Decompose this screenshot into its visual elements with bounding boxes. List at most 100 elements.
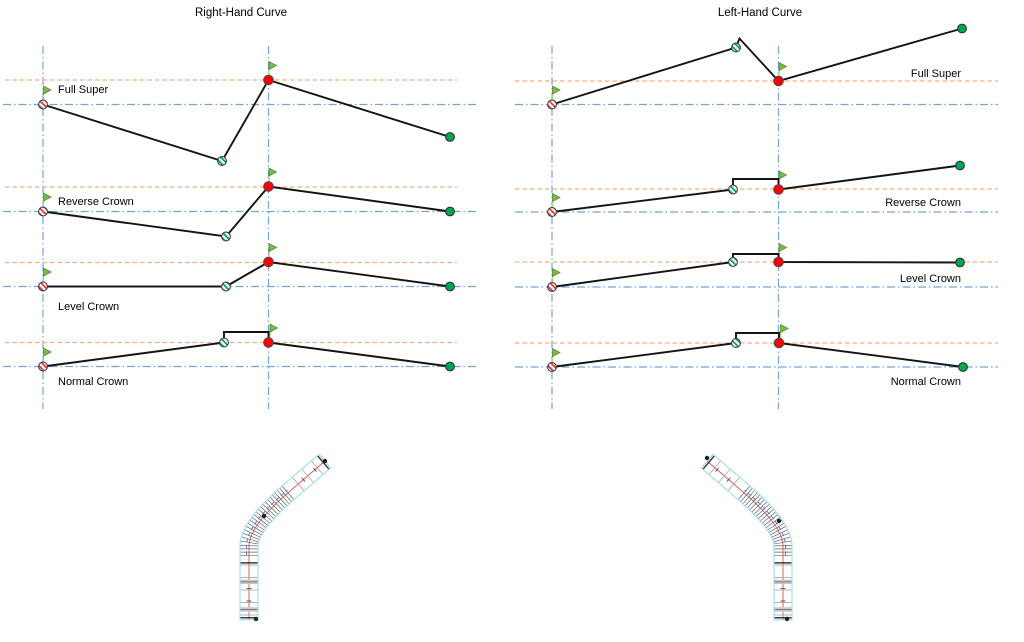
flag-pennant bbox=[552, 85, 561, 95]
full-super-point-red bbox=[263, 337, 274, 348]
plan-transition-tick bbox=[740, 487, 753, 502]
plan-station-dot bbox=[784, 616, 790, 622]
row-full-super bbox=[3, 60, 478, 166]
edge-profile-polyline bbox=[42, 331, 451, 368]
end-point-green bbox=[957, 23, 967, 34]
start-marker-red-hatch bbox=[547, 362, 557, 372]
plan-key-station-tick bbox=[316, 455, 330, 470]
plan-centerline bbox=[706, 460, 784, 620]
plan-transition-tick bbox=[763, 514, 779, 526]
plan-station-tick bbox=[718, 468, 731, 483]
row-label-normal-crown-right: Normal Crown bbox=[890, 376, 961, 388]
plan-edge-line bbox=[257, 467, 331, 620]
plan-station-dot bbox=[322, 458, 328, 464]
flag-pennant bbox=[43, 267, 52, 277]
full-super-point-red bbox=[263, 256, 274, 268]
row-full-super bbox=[515, 23, 998, 110]
transition-marker-green-hatch bbox=[219, 337, 229, 348]
row-label-full-super-right: Full Super bbox=[910, 68, 961, 80]
flag-pennant bbox=[43, 192, 52, 202]
plan-transition-tick bbox=[771, 529, 788, 538]
flag-pennant bbox=[552, 347, 561, 358]
plan-minor-center-tick bbox=[726, 477, 731, 482]
left-hand-curve-plan bbox=[700, 453, 793, 622]
flag-pennant bbox=[43, 347, 52, 357]
flag-pennant bbox=[780, 323, 789, 334]
plan-transition-tick bbox=[751, 499, 765, 513]
flag-pennant bbox=[268, 60, 278, 71]
transition-marker-green-hatch bbox=[221, 281, 231, 292]
plan-transition-tick bbox=[757, 506, 772, 520]
end-point-green bbox=[445, 281, 455, 292]
row-level-crown bbox=[3, 242, 478, 292]
flag-pennant bbox=[268, 167, 278, 177]
plan-transition-tick bbox=[773, 536, 791, 543]
plan-transition-tick bbox=[281, 485, 295, 500]
plan-centerline bbox=[248, 460, 326, 620]
full-super-point-red bbox=[773, 337, 785, 349]
plan-station-dot bbox=[261, 513, 267, 519]
flag-pennant bbox=[778, 242, 788, 253]
full-super-point-red bbox=[773, 75, 784, 87]
flag-pennant bbox=[778, 61, 788, 72]
plan-transition-tick bbox=[744, 492, 758, 506]
plan-minor-center-tick bbox=[312, 467, 317, 472]
start-marker-red-hatch bbox=[38, 99, 48, 110]
start-marker-red-hatch bbox=[38, 206, 48, 217]
row-label-normal-crown-left: Normal Crown bbox=[58, 376, 129, 388]
row-label-level-crown-left: Level Crown bbox=[58, 301, 120, 313]
transition-marker-green-hatch bbox=[731, 338, 741, 348]
plan-edge-line bbox=[239, 453, 320, 620]
transition-marker-green-hatch bbox=[728, 184, 738, 195]
edge-profile-polyline bbox=[551, 253, 961, 288]
plan-transition-tick bbox=[262, 503, 277, 517]
edge-profile-polyline bbox=[551, 27, 963, 106]
end-point-green bbox=[955, 160, 965, 171]
row-label-full-super-left: Full Super bbox=[58, 84, 109, 96]
row-reverse-crown bbox=[3, 167, 478, 242]
row-label-level-crown-right: Level Crown bbox=[899, 273, 961, 285]
plan-transition-tick bbox=[251, 516, 267, 529]
plan-transition-tick bbox=[755, 503, 770, 517]
plan-station-tick bbox=[311, 460, 324, 475]
panel-right-hand bbox=[3, 46, 478, 409]
plan-transition-tick bbox=[768, 522, 785, 533]
row-normal-crown bbox=[3, 323, 478, 372]
edge-profile-polyline bbox=[42, 261, 451, 288]
plan-end-cap bbox=[700, 453, 714, 469]
flag-pennant bbox=[269, 323, 279, 333]
plan-transition-tick bbox=[765, 516, 781, 529]
plan-transition-tick bbox=[260, 506, 275, 520]
row-label-reverse-crown-left: Reverse Crown bbox=[58, 196, 134, 208]
plan-transition-tick bbox=[274, 492, 288, 506]
transition-marker-green-hatch bbox=[221, 231, 231, 242]
plan-transition-tick bbox=[749, 496, 763, 511]
plan-station-dot bbox=[704, 455, 710, 461]
plan-transition-tick bbox=[279, 487, 292, 502]
plan-station-tick bbox=[708, 460, 721, 475]
plan-transition-tick bbox=[253, 514, 269, 526]
full-super-point-red bbox=[773, 256, 784, 268]
plan-transition-tick bbox=[264, 501, 279, 515]
plan-transition-tick bbox=[770, 525, 787, 536]
row-level-crown bbox=[515, 242, 998, 292]
plan-edge-line bbox=[701, 467, 775, 620]
start-marker-red-hatch bbox=[547, 99, 557, 110]
edge-profile-polyline bbox=[42, 78, 451, 163]
plan-station-dot bbox=[253, 616, 259, 622]
flag-pennant bbox=[268, 242, 278, 253]
plan-transition-tick bbox=[773, 540, 792, 545]
panel-left-hand bbox=[515, 23, 998, 409]
plan-transition-tick bbox=[269, 496, 283, 511]
flag-pennant bbox=[778, 170, 788, 180]
plan-transition-tick bbox=[242, 532, 260, 540]
flag-pennant bbox=[552, 267, 561, 278]
plan-transition-tick bbox=[240, 540, 259, 545]
plan-pivot-line-blue bbox=[246, 489, 288, 556]
plan-transition-tick bbox=[267, 499, 281, 513]
full-super-point-red bbox=[263, 181, 274, 192]
start-marker-red-hatch bbox=[547, 282, 557, 292]
panel-title-left-hand-curve: Left-Hand Curve bbox=[717, 7, 803, 19]
plan-transition-tick bbox=[737, 485, 751, 500]
